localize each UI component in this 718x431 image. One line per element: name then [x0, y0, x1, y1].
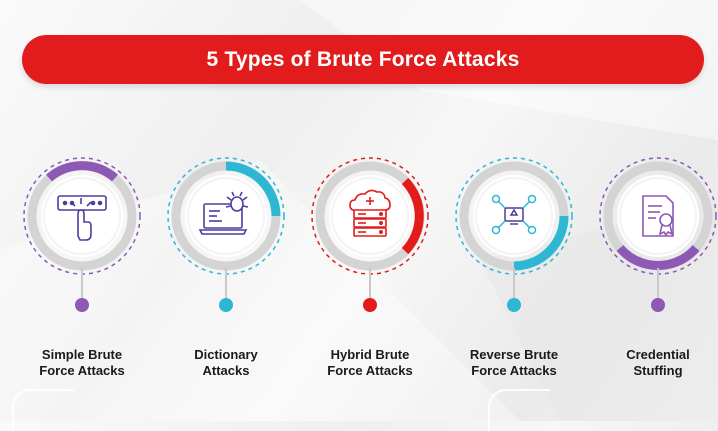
attack-type-reverse-brute-force: Reverse Brute Force Attacks: [444, 148, 584, 388]
certificate-document-icon: [642, 195, 674, 237]
ring-graphic: [599, 157, 717, 312]
title-banner: 5 Types of Brute Force Attacks: [22, 35, 704, 84]
item-label: Reverse Brute Force Attacks: [469, 347, 559, 378]
attack-type-dictionary: Dictionary Attacks: [156, 148, 296, 388]
attack-type-hybrid-brute-force: Hybrid Brute Force Attacks: [300, 148, 440, 388]
item-label: Dictionary Attacks: [194, 347, 258, 378]
network-bug-icon: [491, 194, 537, 235]
item-label: Credential Stuffing: [626, 347, 690, 378]
attack-type-credential-stuffing: Credential Stuffing: [588, 148, 718, 388]
attack-type-simple-brute-force: Simple Brute Force Attacks: [12, 148, 152, 388]
ring-graphic: [23, 157, 141, 312]
ring-graphic: [167, 157, 285, 312]
ring-graphic: [455, 157, 573, 312]
decorative-corner: [488, 389, 550, 431]
item-label: Hybrid Brute Force Attacks: [327, 347, 413, 378]
laptop-bug-icon: [198, 191, 249, 235]
ring-graphic: [311, 157, 429, 312]
page-title: 5 Types of Brute Force Attacks: [206, 47, 520, 71]
decorative-corner: [12, 389, 74, 431]
item-label: Simple Brute Force Attacks: [39, 347, 125, 378]
cloud-server-icon: [349, 189, 391, 237]
hand-press-password-icon: [57, 195, 107, 241]
